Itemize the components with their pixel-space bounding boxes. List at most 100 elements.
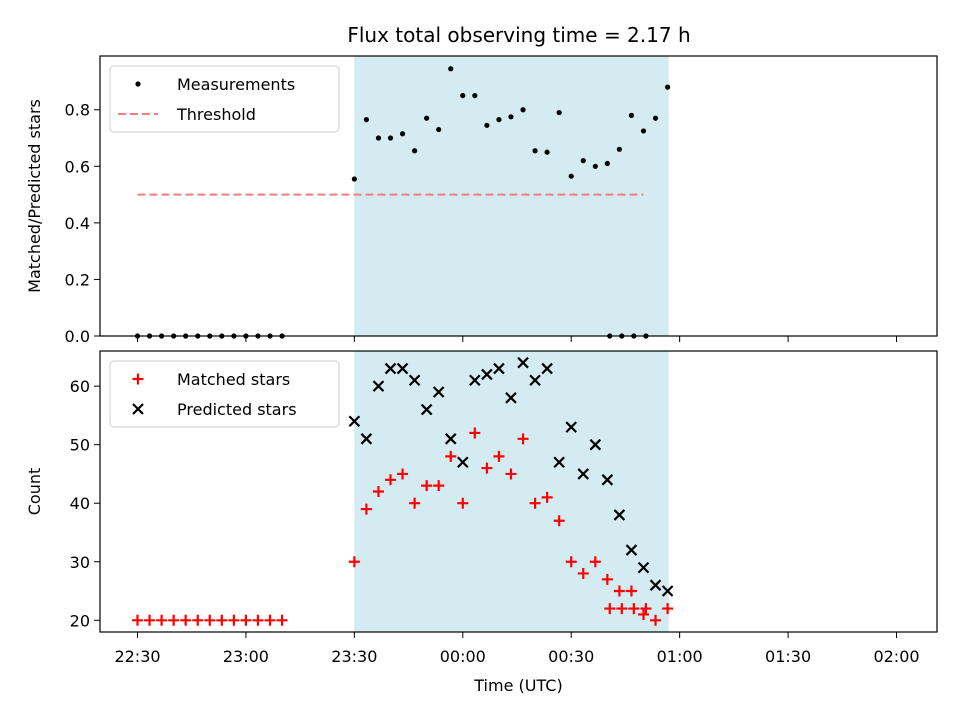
data-point — [408, 374, 421, 387]
data-point — [421, 480, 433, 492]
data-point — [577, 567, 589, 579]
axes-frame — [99, 350, 938, 633]
data-point — [384, 362, 397, 375]
data-point — [625, 544, 638, 556]
data-point — [399, 131, 406, 137]
data-point — [204, 614, 216, 626]
data-point — [601, 474, 614, 486]
data-point — [240, 614, 252, 626]
y-tick-label: 40 — [70, 494, 90, 513]
y-axis-label: Matched/Predicted stars — [25, 99, 44, 293]
data-point — [472, 92, 478, 99]
data-point — [565, 421, 577, 433]
data-point — [613, 585, 625, 597]
data-point — [481, 368, 493, 381]
data-point — [589, 438, 602, 451]
data-point — [496, 117, 502, 123]
y-tick-label: 0.4 — [65, 214, 90, 233]
data-point — [650, 614, 662, 626]
data-point — [180, 614, 192, 626]
x-tick-label: 02:00 — [873, 647, 919, 666]
data-point — [517, 433, 529, 445]
data-point — [661, 585, 674, 597]
legend: Measurements Threshold — [109, 65, 340, 133]
data-point — [228, 614, 240, 626]
data-point — [375, 135, 382, 141]
data-point — [168, 614, 180, 626]
data-point — [604, 603, 616, 615]
data-point — [652, 115, 659, 121]
data-point — [264, 614, 276, 626]
data-point — [444, 433, 457, 445]
x-tick-label: 01:00 — [657, 647, 703, 666]
legend-marker-dot — [135, 81, 141, 87]
legend-frame — [109, 360, 340, 428]
data-point — [445, 450, 457, 462]
data-point — [216, 614, 228, 626]
data-point — [360, 433, 373, 445]
data-point — [481, 462, 493, 474]
data-point — [592, 163, 598, 169]
x-tick-label: 01:30 — [765, 647, 811, 666]
data-point — [252, 614, 264, 626]
y-tick-label: 0.6 — [65, 157, 90, 176]
data-point — [541, 491, 553, 503]
y-tick-label: 0.8 — [65, 101, 90, 120]
data-point — [638, 608, 649, 620]
legend: Matched stars Predicted stars — [109, 360, 340, 428]
data-point — [412, 148, 418, 154]
data-point — [385, 474, 396, 486]
data-point — [532, 148, 538, 154]
data-point — [409, 497, 421, 509]
data-point — [649, 579, 662, 591]
data-point — [625, 585, 637, 597]
data-point — [469, 374, 481, 387]
legend-frame — [109, 65, 340, 133]
y-tick-label: 60 — [70, 377, 90, 396]
chart-title: Flux total observing time = 2.17 h — [347, 23, 690, 47]
legend-marker-cross — [132, 403, 144, 415]
data-point — [348, 415, 361, 428]
legend-marker-plus — [132, 373, 144, 385]
data-point — [457, 497, 469, 509]
data-point — [424, 115, 430, 121]
y-tick-label: 0.2 — [65, 270, 90, 289]
data-point — [469, 427, 481, 439]
legend-label: Predicted stars — [177, 400, 297, 419]
data-point — [580, 158, 586, 164]
data-point — [493, 362, 505, 375]
x-tick-label: 23:30 — [331, 647, 377, 666]
data-point — [628, 603, 640, 615]
axes-frame — [99, 55, 938, 337]
legend-label: Threshold — [176, 105, 256, 124]
data-point — [553, 456, 565, 469]
y-tick-label: 30 — [70, 553, 90, 572]
x-tick-label: 00:30 — [548, 647, 594, 666]
data-point — [505, 468, 517, 480]
data-point — [604, 160, 610, 167]
data-point — [493, 450, 505, 462]
data-point — [640, 603, 652, 615]
data-point — [432, 386, 445, 398]
observing-span — [354, 351, 669, 632]
data-point — [360, 503, 372, 515]
data-point — [640, 128, 647, 134]
data-point — [637, 561, 650, 574]
count-panel: 20 30 40 50 60 22:30 23:00 23:30 00:00 00:30 01:00… — [25, 350, 938, 695]
data-point — [448, 66, 454, 72]
data-point — [553, 515, 565, 527]
data-point — [505, 392, 517, 404]
data-point — [613, 509, 626, 521]
data-point — [132, 614, 143, 626]
data-point — [396, 362, 409, 375]
data-point — [363, 117, 369, 123]
data-point — [616, 146, 622, 152]
data-point — [662, 603, 674, 615]
legend-label: Matched stars — [177, 370, 290, 389]
data-point — [156, 614, 168, 626]
data-point — [628, 112, 635, 118]
data-point — [387, 135, 394, 141]
x-tick-label: 23:00 — [223, 647, 269, 666]
data-point — [577, 468, 590, 480]
